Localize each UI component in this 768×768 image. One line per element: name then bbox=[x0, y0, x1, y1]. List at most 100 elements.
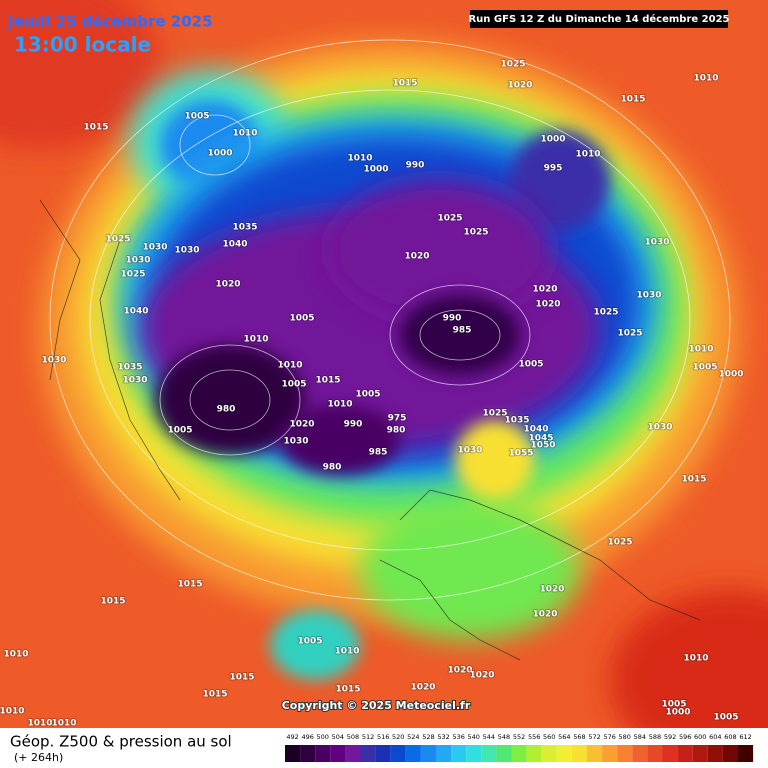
legend-level: 500 bbox=[317, 733, 329, 741]
color-legend: 492 496 500 504 508 512 516 520 524 528 532 536 540 5… bbox=[285, 733, 754, 762]
legend-level: 516 bbox=[377, 733, 389, 741]
legend-swatch bbox=[707, 745, 723, 762]
legend-swatch bbox=[345, 745, 361, 762]
legend-swatch bbox=[496, 745, 512, 762]
legend-swatch bbox=[466, 745, 482, 762]
pressure-label: 1035 bbox=[504, 416, 529, 426]
pressure-label: 990 bbox=[344, 420, 363, 430]
pressure-label: 1010 bbox=[3, 650, 28, 660]
pressure-label: 1030 bbox=[142, 243, 167, 253]
pressure-label: 1010 bbox=[277, 361, 302, 371]
pressure-label: 1000 bbox=[540, 135, 565, 145]
pressure-labels: 1015102510201010101510151005101010001000… bbox=[0, 59, 744, 729]
legend-swatch bbox=[617, 745, 633, 762]
local-time: 13:00 locale bbox=[14, 33, 151, 57]
pressure-label: 1015 bbox=[177, 580, 202, 590]
pressure-label: 1025 bbox=[482, 409, 507, 419]
legend-swatch bbox=[390, 745, 406, 762]
legend-level: 552 bbox=[513, 733, 525, 741]
legend-level: 532 bbox=[437, 733, 449, 741]
geopotential-field bbox=[0, 0, 768, 728]
legend-swatch bbox=[330, 745, 346, 762]
legend-level: 612 bbox=[739, 733, 751, 741]
pressure-label: 980 bbox=[387, 426, 406, 436]
pressure-label: 995 bbox=[544, 164, 563, 174]
pressure-label: 1020 bbox=[410, 683, 435, 693]
legend-level: 512 bbox=[362, 733, 374, 741]
legend-swatch bbox=[556, 745, 572, 762]
pressure-label: 985 bbox=[453, 326, 472, 336]
pressure-label: 1005 bbox=[281, 380, 306, 390]
pressure-label: 1030 bbox=[647, 423, 672, 433]
pressure-label: 1050 bbox=[530, 441, 555, 451]
lead-time: (+ 264h) bbox=[14, 751, 63, 764]
pressure-label: 990 bbox=[443, 314, 462, 324]
pressure-label: 1010 bbox=[683, 654, 708, 664]
pressure-label: 1025 bbox=[120, 270, 145, 280]
legend-swatch bbox=[647, 745, 663, 762]
pressure-label: 1030 bbox=[457, 446, 482, 456]
legend-swatch bbox=[285, 745, 301, 762]
pressure-label: 1005 bbox=[289, 314, 314, 324]
legend-level: 588 bbox=[649, 733, 661, 741]
legend-level: 572 bbox=[588, 733, 600, 741]
legend-level: 580 bbox=[619, 733, 631, 741]
pressure-label: 1020 bbox=[404, 252, 429, 262]
pressure-label: 1000 bbox=[718, 370, 743, 380]
pressure-label: 1010 bbox=[347, 154, 372, 164]
pressure-label: 1030 bbox=[174, 246, 199, 256]
pressure-label: 1000 bbox=[207, 149, 232, 159]
pressure-label: 980 bbox=[323, 463, 342, 473]
legend-swatch bbox=[300, 745, 316, 762]
legend-swatch bbox=[692, 745, 708, 762]
pressure-label: 1030 bbox=[636, 291, 661, 301]
legend-level: 604 bbox=[709, 733, 721, 741]
pressure-label: 1000 bbox=[665, 708, 690, 718]
legend-level: 608 bbox=[724, 733, 736, 741]
pressure-label: 1015 bbox=[620, 95, 645, 105]
pressure-label: 1010 bbox=[688, 345, 713, 355]
pressure-label: 1010 bbox=[243, 335, 268, 345]
legend-swatch bbox=[541, 745, 557, 762]
pressure-label: 1040 bbox=[123, 307, 148, 317]
pressure-label: 1030 bbox=[283, 437, 308, 447]
pressure-label: 1020 bbox=[507, 81, 532, 91]
legend-level: 540 bbox=[468, 733, 480, 741]
legend-level: 536 bbox=[452, 733, 464, 741]
date: Jeudi 25 décembre 2025 bbox=[7, 13, 213, 31]
pressure-label: 1030 bbox=[122, 376, 147, 386]
legend-level: 504 bbox=[332, 733, 344, 741]
pressure-label: 975 bbox=[388, 414, 407, 424]
isolines bbox=[49, 39, 731, 601]
pressure-label: 1025 bbox=[105, 235, 130, 245]
pressure-label: 1025 bbox=[500, 60, 525, 70]
pressure-label: 1010 bbox=[232, 129, 257, 139]
run-box bbox=[470, 10, 728, 28]
pressure-label: 1015 bbox=[100, 597, 125, 607]
legend-swatch bbox=[511, 745, 527, 762]
pressure-label: 1025 bbox=[607, 538, 632, 548]
legend-level: 548 bbox=[498, 733, 510, 741]
pressure-label: 1015 bbox=[681, 475, 706, 485]
pressure-label: 1035 bbox=[117, 363, 142, 373]
footer: Géop. Z500 & pression au sol (+ 264h) 49… bbox=[10, 733, 754, 764]
pressure-label: 1010 bbox=[27, 719, 52, 729]
legend-level: 544 bbox=[483, 733, 495, 741]
legend-swatch bbox=[315, 745, 331, 762]
legend-swatch bbox=[738, 745, 754, 762]
legend-swatch bbox=[420, 745, 436, 762]
legend-level: 584 bbox=[634, 733, 646, 741]
pressure-label: 1025 bbox=[463, 228, 488, 238]
pressure-label: 1015 bbox=[315, 376, 340, 386]
pressure-label: 1010 bbox=[0, 707, 25, 717]
legend-level: 596 bbox=[679, 733, 691, 741]
pressure-label: 1000 bbox=[363, 165, 388, 175]
pressure-label: 1055 bbox=[508, 449, 533, 459]
legend-level: 576 bbox=[603, 733, 615, 741]
legend-swatch bbox=[602, 745, 618, 762]
pressure-label: 1015 bbox=[83, 123, 108, 133]
run-info: Run GFS 12 Z du Dimanche 14 décembre 202… bbox=[468, 13, 729, 25]
copyright: Copyright © 2025 Meteociel.fr bbox=[282, 699, 471, 712]
pressure-label: 1010 bbox=[575, 150, 600, 160]
